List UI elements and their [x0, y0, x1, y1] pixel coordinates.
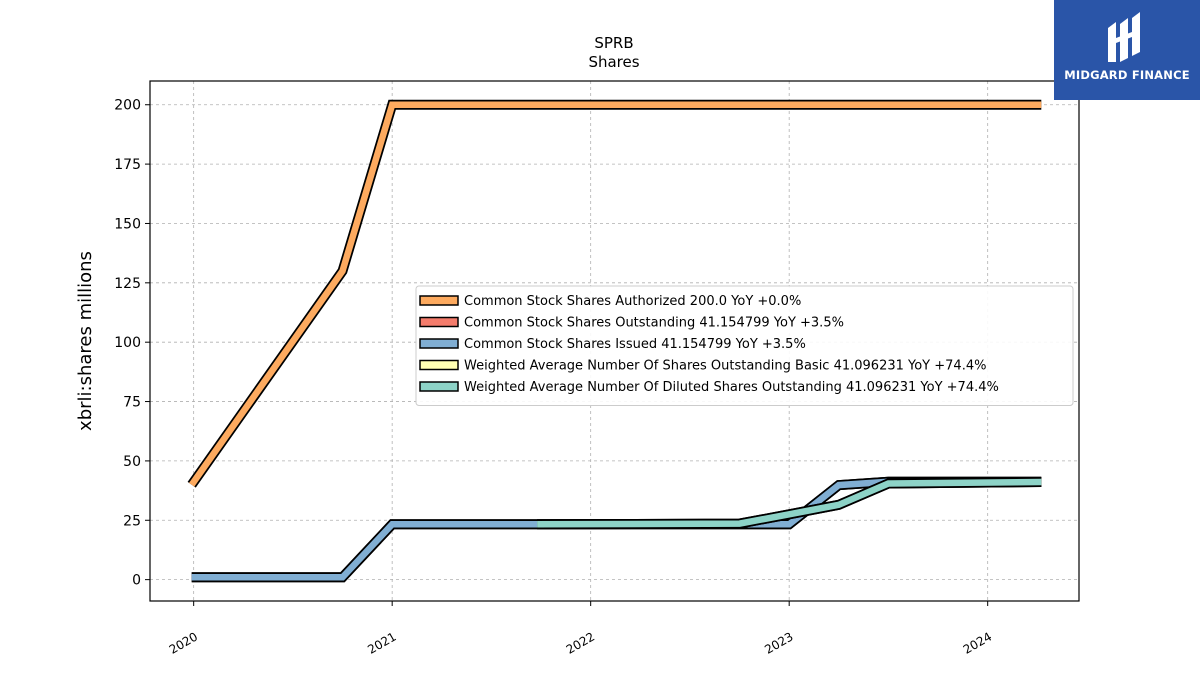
- chart-subtitle: Shares: [588, 53, 639, 71]
- legend-swatch: [419, 295, 459, 306]
- legend-swatch: [419, 338, 459, 349]
- legend-box: [415, 285, 1074, 406]
- series-fill: [191, 478, 1042, 581]
- legend-swatch: [419, 316, 459, 328]
- series-fill: [189, 101, 1042, 487]
- y-tick-label: 0: [132, 573, 141, 589]
- series-line: [191, 476, 1042, 583]
- legend-swatch: [419, 359, 459, 371]
- series-line: [537, 477, 1042, 530]
- legend-swatch: [419, 381, 459, 392]
- series-fill: [537, 478, 1042, 528]
- x-tick-label: 2022: [564, 629, 597, 656]
- legend-label: Common Stock Shares Authorized 200.0 YoY…: [464, 294, 801, 309]
- series-outline: [191, 476, 1042, 583]
- y-tick-label: 200: [114, 98, 141, 114]
- y-tick-label: 100: [114, 335, 141, 351]
- y-tick-label: 125: [114, 276, 141, 292]
- series-outline: [191, 476, 1042, 583]
- series-line: [191, 476, 1042, 583]
- legend-label: Weighted Average Number Of Diluted Share…: [464, 380, 999, 395]
- legend-label: Common Stock Shares Issued 41.154799 YoY…: [464, 337, 806, 352]
- x-tick-label: 2021: [365, 629, 398, 656]
- brand-name: MIDGARD FINANCE: [1064, 68, 1190, 82]
- legend-label: Common Stock Shares Outstanding 41.15479…: [464, 316, 844, 331]
- legend: Common Stock Shares Authorized 200.0 YoY…: [415, 285, 1074, 406]
- plot-frame: [149, 80, 1080, 602]
- y-tick-label: 25: [123, 513, 141, 529]
- y-axis-ticks: 0 25 50 75 100 125 150 175 200: [114, 98, 150, 589]
- y-tick-label: 50: [123, 454, 141, 470]
- x-tick-label: 2024: [961, 629, 994, 656]
- brand-logo: MIDGARD FINANCE: [1054, 0, 1200, 100]
- series-line: [187, 99, 1042, 488]
- series-fill: [191, 478, 1042, 581]
- legend-label: Weighted Average Number Of Shares Outsta…: [464, 359, 986, 374]
- y-tick-label: 175: [114, 157, 141, 173]
- x-tick-label: 2020: [167, 629, 200, 656]
- brand-mark-icon: [1108, 12, 1140, 62]
- y-tick-label: 150: [114, 216, 141, 232]
- chart-title: SPRB: [594, 34, 633, 52]
- y-tick-label: 75: [123, 395, 141, 411]
- y-axis-label: xbrli:shares millions: [75, 251, 96, 431]
- series-lines: [187, 99, 1042, 583]
- x-axis-ticks: 2020 2021 2022 2023 2024: [167, 601, 994, 657]
- x-tick-label: 2023: [762, 629, 795, 656]
